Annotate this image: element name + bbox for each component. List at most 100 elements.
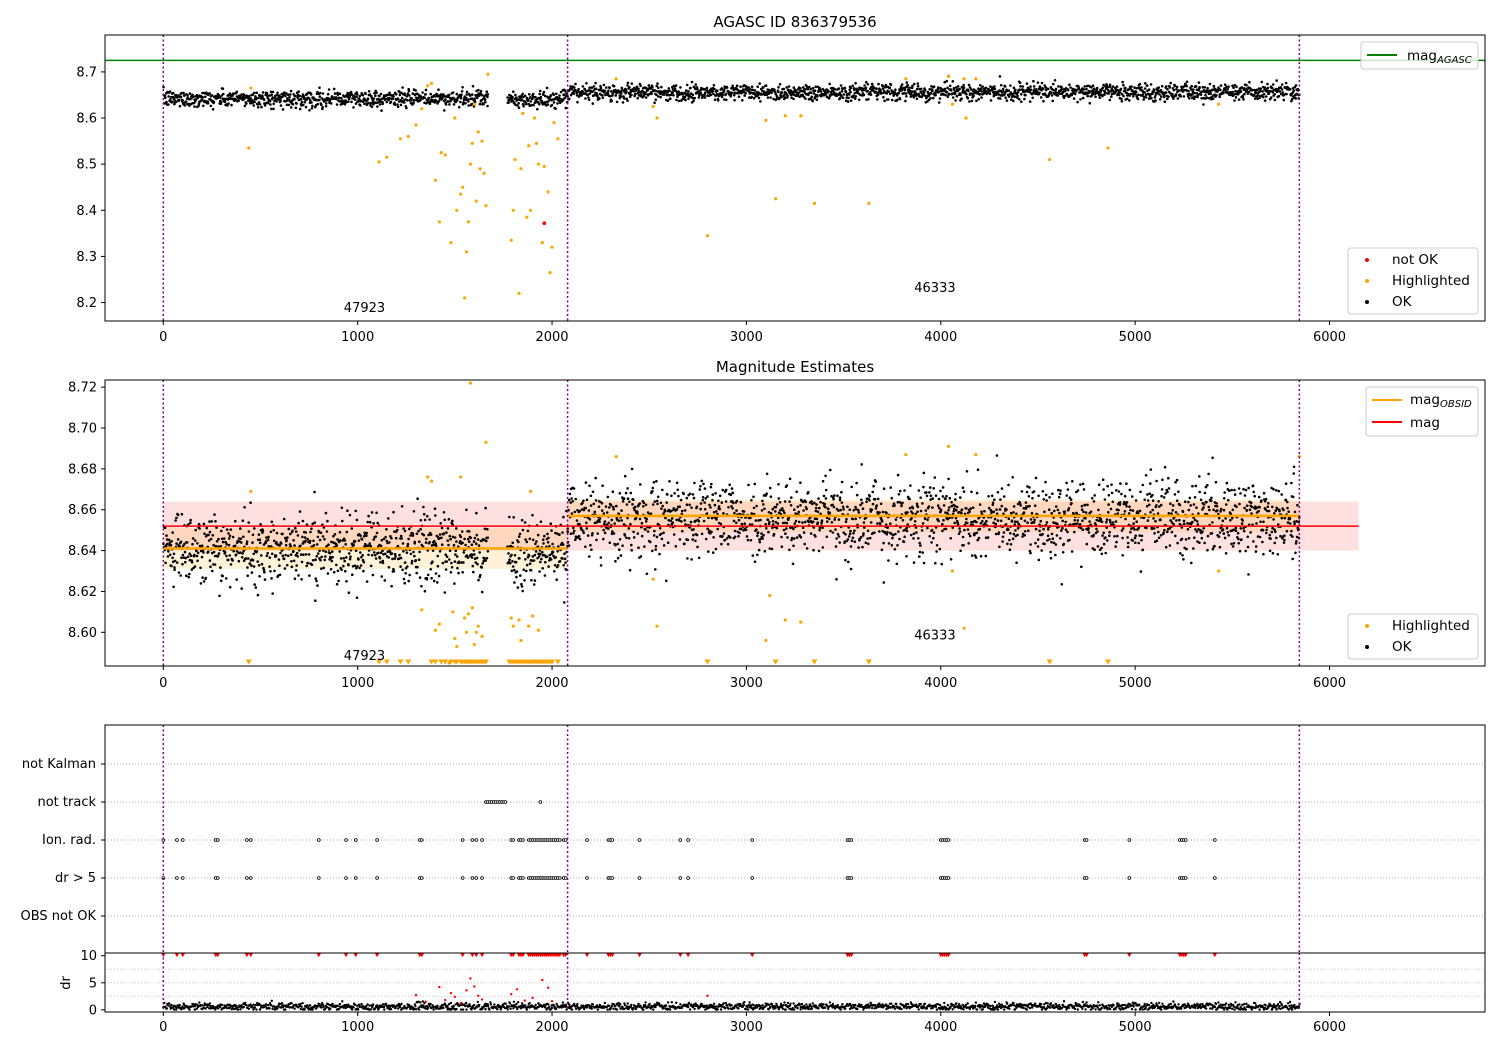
p1-ok-point [1101,86,1105,90]
p2-ok-point [448,549,452,552]
p2-ok-point [917,537,920,540]
p2-ok-point [201,576,204,579]
p2-ok-point [882,581,886,584]
p1-ok-point [1050,94,1054,97]
p2-ok-point [630,543,633,547]
p1-highlighted-point [534,141,539,146]
p1-ok-point [343,103,347,106]
p1-ok-point [610,99,613,103]
p2-ok-point [551,542,554,546]
p1-ok-point [209,104,213,108]
p1-ok-point [910,86,914,90]
p2-ok-point [242,535,245,539]
p2-ok-point [1004,523,1008,526]
p1-ok-point [320,97,324,100]
p1-ok-point [782,87,786,91]
p2-ok-point [1027,529,1030,532]
p1-ok-point [605,86,608,89]
p2-ok-point [616,556,620,560]
p2-ok-point [609,503,613,507]
panel2-data [162,380,1359,666]
p1-ok-point [427,96,431,100]
p2-ok-point [475,533,479,537]
p2-ok-point [179,540,183,544]
p2-ok-point [1048,496,1051,499]
p1-ok-point [862,93,866,97]
p2-ok-point [925,491,928,494]
p1-ok-point [293,97,296,101]
p1-ok-point [542,92,545,96]
p2-ok-point [1042,498,1046,501]
p1-ok-point [534,95,537,99]
p2-ok-point [717,505,721,508]
p2-ok-point [713,503,717,507]
p2-ok-point [388,541,391,544]
p1-ok-point [258,103,262,106]
p2-ok-point [380,538,384,542]
p2-ok-point [217,552,221,555]
p2-ok-point [983,509,986,513]
p1-ok-point [537,100,540,104]
p2-ok-point [163,526,167,530]
p1-ok-point [227,102,230,105]
p1-ok-point [1179,95,1183,98]
p1-ok-point [479,89,483,93]
p2-ok-point [348,557,352,561]
p1-ok-point [573,86,576,89]
p1-ok-point [1069,86,1072,89]
p2-ok-point [368,520,372,524]
p1-ok-point [951,96,955,99]
p2-ok-point [445,555,449,558]
p2-ok-point [294,526,297,530]
p2-ok-point [774,505,778,509]
p1-ok-point [1242,98,1245,101]
p1-ok-point [1016,91,1020,94]
p1-ytick-label: 8.7 [76,65,97,80]
p1-ok-point [167,95,170,98]
p2-ok-point [1000,504,1004,508]
p1-ok-point [622,95,625,98]
p2-ok-point [374,535,378,538]
p1-ok-point [188,104,191,107]
p2-ok-point [299,544,302,548]
p2-ok-point [1020,490,1024,493]
p2-ok-point [1050,540,1053,544]
p2-ok-point [836,532,840,536]
p2-ok-point [1019,517,1023,520]
p2-ok-point [409,552,413,556]
p1-ok-point [809,87,812,91]
p1-ok-point [308,109,311,112]
p2-ok-point [1040,549,1043,552]
p2-ok-point [476,538,480,541]
p1-ok-point [242,93,246,97]
p1-ok-point [1142,98,1145,101]
p1-ok-point [585,82,588,85]
p1-ok-point [955,94,959,98]
p2-ok-point [405,551,409,554]
p1-ok-point [362,100,365,103]
p1-ok-point [1024,93,1027,97]
p2-ok-point [638,502,642,505]
p1-ok-point [912,82,916,86]
p2-ok-point [757,548,761,552]
p1-ok-point [735,84,739,88]
p2-ok-point [399,534,403,538]
p1-ok-point [998,75,1002,78]
p2-ok-point [214,544,218,548]
p1-ok-point [355,95,358,99]
p2-ok-point [315,554,319,558]
p2-ok-point [1059,537,1062,540]
p1-ok-point [905,95,908,98]
p2-ok-point [528,562,532,565]
p2-ok-point [1038,529,1041,533]
p2-ok-point [625,536,628,540]
p1-ok-point [1199,93,1203,96]
p2-ok-point [319,531,323,534]
p2-ok-point [265,554,269,558]
p2-ok-point [193,539,197,542]
p2-ok-point [420,584,423,588]
p1-ok-point [1152,88,1156,91]
p2-ok-point [469,536,473,540]
p2-ok-point [710,482,713,486]
p1-ok-point [1012,86,1016,90]
